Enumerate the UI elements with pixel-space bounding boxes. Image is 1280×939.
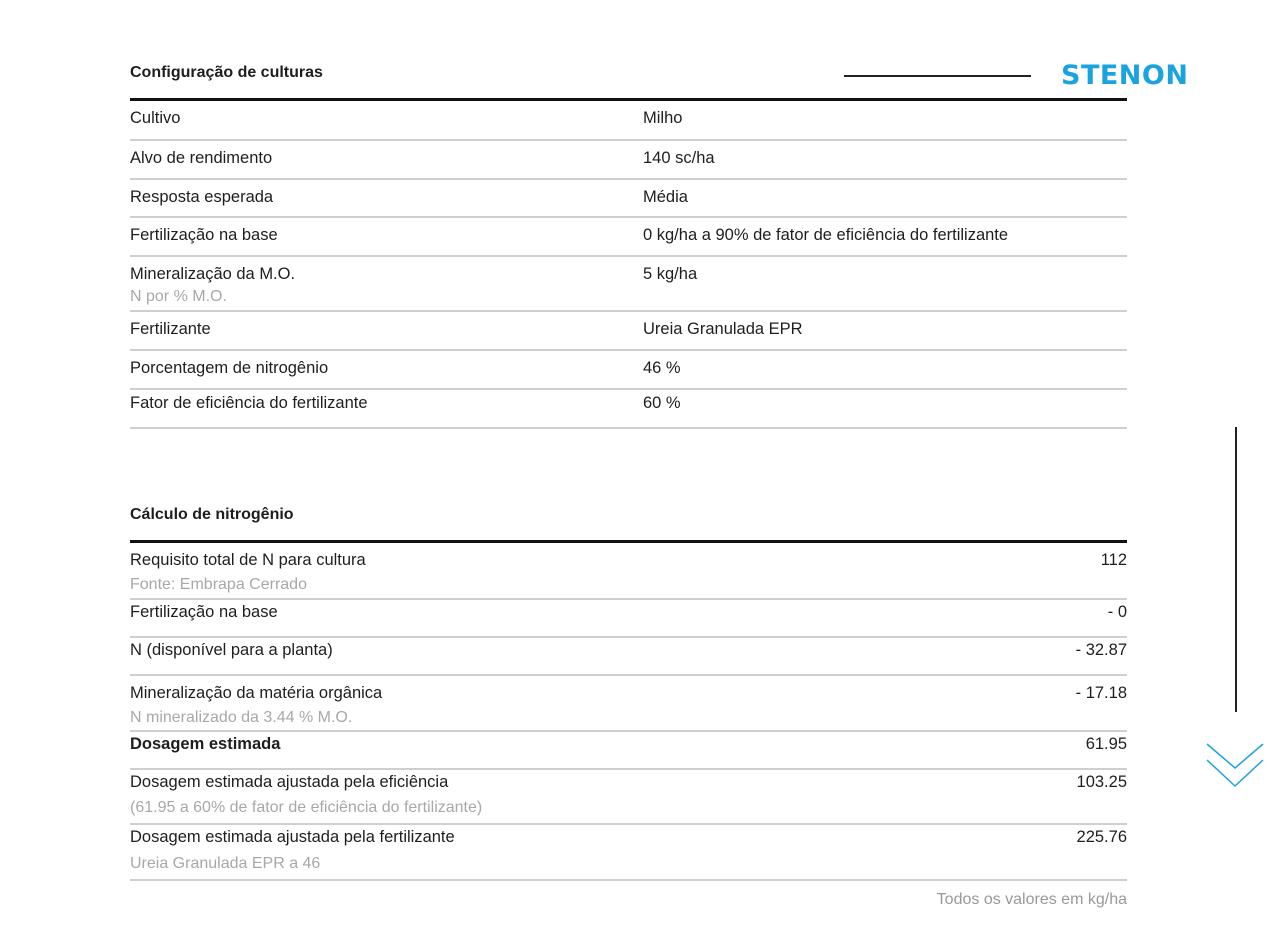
- row-value: Ureia Granulada EPR: [643, 320, 803, 338]
- row-label: Mineralização da matéria orgânica: [130, 684, 383, 702]
- row-label: Porcentagem de nitrogênio: [130, 359, 329, 377]
- crop-config-table: Cultivo Milho Alvo de rendimento 140 sc/ha…: [130, 98, 1127, 429]
- row-label: Cultivo: [130, 109, 181, 127]
- row-value: - 17.18: [1075, 684, 1127, 702]
- table-row: Dosagem estimada 61.95: [130, 732, 1127, 770]
- table-row: Cultivo Milho: [130, 101, 1127, 141]
- row-label: Resposta esperada: [130, 188, 274, 206]
- table-row: Mineralização da M.O. N por % M.O. 5 kg/ha: [130, 257, 1127, 312]
- table-row: Requisito total de N para cultura Fonte: …: [130, 543, 1127, 600]
- row-label: Fertilização na base: [130, 226, 278, 244]
- stenon-logo: STENON: [1061, 60, 1189, 91]
- row-value: 103.25: [1076, 773, 1127, 791]
- row-label: Dosagem estimada: [130, 735, 281, 753]
- table-row: Dosagem estimada ajustada pela fertiliza…: [130, 825, 1127, 881]
- table-row: Resposta esperada Média: [130, 180, 1127, 218]
- row-value: 225.76: [1076, 828, 1127, 846]
- row-label: Dosagem estimada ajustada pela fertiliza…: [130, 828, 455, 846]
- row-value: - 0: [1107, 603, 1127, 621]
- table-row: Alvo de rendimento 140 sc/ha: [130, 141, 1127, 180]
- row-sublabel: Fonte: Embrapa Cerrado: [130, 576, 307, 593]
- row-sublabel: N mineralizado da 3.44 % M.O.: [130, 709, 353, 726]
- row-value: 61.95: [1085, 735, 1127, 753]
- row-label: Mineralização da M.O.: [130, 265, 296, 283]
- row-value: 5 kg/ha: [643, 265, 698, 283]
- table-row: Porcentagem de nitrogênio 46 %: [130, 351, 1127, 390]
- row-value: - 32.87: [1075, 641, 1127, 659]
- double-chevron-down-icon[interactable]: [1205, 742, 1265, 792]
- row-value: 140 sc/ha: [643, 149, 715, 167]
- table-row: Dosagem estimada ajustada pela eficiênci…: [130, 770, 1127, 825]
- table-row: Fertilização na base - 0: [130, 600, 1127, 638]
- units-footnote: Todos os valores em kg/ha: [936, 891, 1127, 908]
- row-value: Média: [643, 188, 688, 206]
- header-divider: [844, 75, 1031, 77]
- row-value: Milho: [643, 109, 683, 127]
- scroll-indicator-line: [1235, 427, 1237, 712]
- row-label: N (disponível para a planta): [130, 641, 333, 659]
- row-label: Fertilização na base: [130, 603, 278, 621]
- crop-config-title: Configuração de culturas: [130, 64, 323, 81]
- table-row: N (disponível para a planta) - 32.87: [130, 638, 1127, 676]
- row-label: Requisito total de N para cultura: [130, 551, 366, 569]
- row-label: Dosagem estimada ajustada pela eficiênci…: [130, 773, 449, 791]
- row-label: Fertilizante: [130, 320, 211, 338]
- nitrogen-table: Requisito total de N para cultura Fonte: …: [130, 540, 1127, 881]
- row-value: 46 %: [643, 359, 681, 377]
- row-value: 0 kg/ha a 90% de fator de eficiência do …: [643, 226, 1009, 244]
- table-row: Fertilizante Ureia Granulada EPR: [130, 312, 1127, 351]
- table-row: Mineralização da matéria orgânica N miner…: [130, 676, 1127, 732]
- row-sublabel: (61.95 a 60% de fator de eficiência do f…: [130, 799, 483, 816]
- row-value: 112: [1100, 551, 1127, 569]
- table-row: Fator de eficiência do fertilizante 60 %: [130, 390, 1127, 429]
- nitrogen-title: Cálculo de nitrogênio: [130, 506, 294, 523]
- row-sublabel: Ureia Granulada EPR a 46: [130, 855, 321, 872]
- row-value: 60 %: [643, 394, 681, 412]
- row-label: Fator de eficiência do fertilizante: [130, 394, 368, 412]
- table-row: Fertilização na base 0 kg/ha a 90% de fat…: [130, 218, 1127, 257]
- row-sublabel: N por % M.O.: [130, 288, 227, 305]
- row-label: Alvo de rendimento: [130, 149, 273, 167]
